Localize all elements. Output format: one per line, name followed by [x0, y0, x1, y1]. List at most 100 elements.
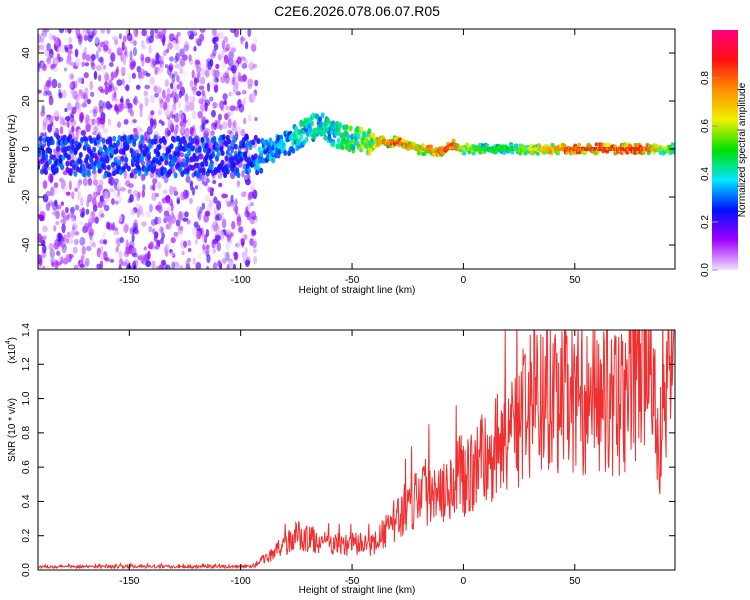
- spectral-blob: [197, 153, 204, 160]
- spectral-blob: [227, 118, 232, 129]
- spectral-blob: [92, 131, 97, 136]
- spectral-blob: [177, 225, 184, 235]
- ridge-mark: [367, 128, 372, 135]
- spectral-blob: [61, 89, 67, 99]
- spectral-blob: [118, 215, 123, 223]
- spectral-blob: [100, 29, 106, 34]
- ridge-core: [631, 147, 634, 151]
- spectral-blob: [241, 232, 246, 239]
- ridge-core: [638, 147, 641, 151]
- spectral-blob: [110, 225, 116, 230]
- ridge-core: [572, 147, 575, 151]
- spectral-blob: [234, 198, 238, 207]
- spectral-blob: [81, 245, 86, 255]
- ridge-mark: [120, 155, 125, 162]
- spectral-blob: [88, 214, 93, 223]
- spectral-blob: [195, 37, 201, 45]
- spectral-blob: [214, 234, 221, 242]
- spectral-blob: [79, 263, 85, 269]
- spectral-blob: [38, 74, 41, 82]
- spectral-blob: [124, 258, 129, 267]
- ridge-core: [535, 147, 538, 151]
- spectral-blob: [132, 265, 137, 269]
- ridge-mark: [146, 154, 151, 161]
- spectral-blob: [70, 119, 77, 127]
- spectral-blob: [235, 81, 239, 89]
- spectral-blob: [230, 232, 235, 237]
- spectral-blob: [85, 208, 90, 215]
- spectral-blob: [94, 119, 98, 128]
- ridge-mark: [225, 168, 230, 175]
- ridge-mark: [227, 145, 232, 152]
- spectral-blob: [251, 92, 256, 103]
- spectral-blob: [98, 209, 105, 219]
- ridge-mark: [68, 134, 73, 141]
- ridge-core: [590, 147, 593, 151]
- ridge-core: [440, 149, 443, 154]
- spectral-blob: [183, 44, 189, 52]
- snr-plot: [38, 330, 675, 570]
- ridge-mark: [152, 165, 157, 172]
- chart-title: C2E6.2026.078.06.07.R05: [274, 3, 440, 19]
- ridge-mark: [241, 142, 246, 149]
- spectral-blob: [231, 220, 236, 230]
- spectral-blob: [90, 91, 95, 98]
- spectral-blob: [65, 214, 70, 221]
- spectral-blob: [156, 86, 162, 94]
- ridge-mark: [176, 151, 181, 158]
- ridge-mark: [428, 144, 433, 149]
- spectral-blob: [132, 46, 138, 57]
- snr-xlabel: Height of straight line (km): [299, 585, 416, 596]
- spectral-blob: [160, 259, 167, 266]
- spectral-blob: [131, 72, 136, 79]
- ridge-mark: [236, 172, 241, 179]
- spectral-blob: [247, 193, 252, 201]
- spectral-blob: [206, 254, 211, 264]
- spectral-blob: [48, 76, 52, 86]
- spectral-blob: [214, 214, 219, 222]
- ridge-core: [449, 143, 452, 148]
- spectral-blob: [129, 50, 133, 61]
- spectral-blob: [69, 61, 76, 67]
- spectral-blob: [241, 89, 247, 95]
- spectral-blob: [98, 200, 103, 209]
- ridge-mark: [247, 167, 252, 174]
- spectral-blob: [157, 108, 163, 116]
- spectral-blob: [176, 75, 180, 83]
- spectral-blob: [118, 196, 122, 203]
- spectral-blob: [253, 255, 258, 265]
- ridge-mark: [185, 167, 190, 174]
- spectral-blob: [105, 221, 111, 230]
- spectral-blob: [104, 86, 109, 95]
- spectral-blob: [48, 95, 54, 106]
- ridge-mark: [232, 134, 237, 141]
- ridge-mark: [48, 148, 53, 155]
- spectral-blob: [223, 36, 229, 44]
- spectral-blob: [75, 29, 81, 36]
- spectral-blob: [45, 60, 52, 68]
- spectral-blob: [210, 109, 216, 118]
- spectral-blob: [182, 117, 187, 128]
- spectral-blob: [169, 250, 176, 257]
- spectral-blob: [200, 115, 206, 121]
- ridge-mark: [84, 136, 89, 143]
- spectral-blob: [212, 220, 217, 226]
- spectral-blob: [103, 190, 109, 200]
- spectral-blob: [232, 263, 237, 269]
- spectral-blob: [244, 59, 248, 64]
- ridge-core: [651, 147, 654, 151]
- spectral-blob: [224, 198, 230, 204]
- spectral-blob: [82, 29, 88, 35]
- y-tick-label: 1.2: [21, 357, 32, 371]
- spectral-blob: [70, 229, 75, 238]
- x-tick-label: -150: [119, 275, 139, 286]
- spectral-blob: [155, 52, 160, 61]
- spectral-blob: [109, 258, 115, 263]
- spectral-blob: [143, 246, 148, 251]
- spectral-blob: [196, 205, 201, 213]
- spectral-blob: [233, 205, 239, 213]
- spectral-blob: [144, 84, 151, 90]
- spectral-blob: [236, 180, 241, 187]
- spectral-blob: [185, 175, 191, 184]
- spectral-blob: [123, 169, 128, 180]
